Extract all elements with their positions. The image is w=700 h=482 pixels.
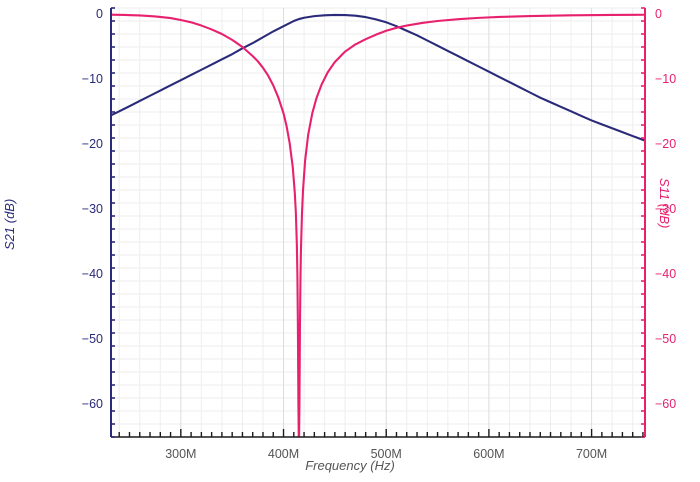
x-axis-tick-label: 600M xyxy=(473,447,505,461)
curve-s21 xyxy=(111,13,645,142)
y-axis-right-tick-label: −40 xyxy=(655,266,677,281)
y-axis-right-tick-label: −10 xyxy=(655,71,677,86)
x-axis-title: Frequency (Hz) xyxy=(305,458,395,473)
y-axis-right-tick-label: −60 xyxy=(655,396,677,411)
y-axis-left-tick-label: −50 xyxy=(81,331,103,346)
y-axis-left-tick-label: −10 xyxy=(81,71,103,86)
gridlines xyxy=(111,7,645,438)
y-axis-left-tick-label: −20 xyxy=(81,136,103,151)
x-axis-tick-label: 500M xyxy=(370,447,402,461)
y-axis-left-title: S21 (dB) xyxy=(2,198,17,250)
plot-background xyxy=(111,8,645,437)
y-axis-right-tick-label: −50 xyxy=(655,331,677,346)
data-curves xyxy=(111,13,645,437)
x-axis-tick-label: 700M xyxy=(575,447,608,461)
y-axis-right-title: S11 (dB) xyxy=(657,178,672,229)
x-axis-tick-label: 300M xyxy=(165,447,197,461)
x-axis-tick-label: 400M xyxy=(267,447,300,461)
y-axis-left-tick-label: 0 xyxy=(96,6,103,21)
y-axis-left-tick-label: −60 xyxy=(81,396,103,411)
y-axis-right-tick-label: 0 xyxy=(655,6,662,21)
axis-ticks xyxy=(111,7,645,438)
y-axis-left-tick-label: −30 xyxy=(81,201,103,216)
y-axis-left-tick-label: −40 xyxy=(81,266,103,281)
curve-s11 xyxy=(111,13,645,437)
y-axis-right-tick-label: −30 xyxy=(655,201,677,216)
y-axis-right-tick-label: −20 xyxy=(655,136,677,151)
